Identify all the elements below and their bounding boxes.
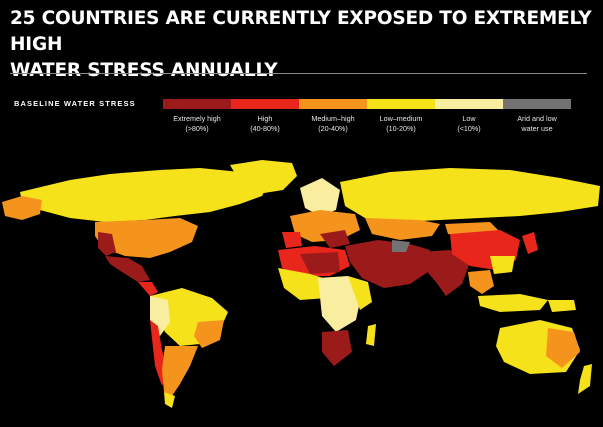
region-argentina — [162, 346, 198, 396]
region-sahara — [300, 252, 340, 274]
region-kazakhstan — [365, 218, 440, 240]
region-arid-middle — [392, 240, 410, 252]
region-southern-africa — [322, 330, 352, 366]
region-mediterranean-east — [320, 230, 350, 248]
legend-label-medium-high: Medium–high (20-40%) — [311, 114, 355, 133]
legend-label-extremely-high: Extremely high (>80%) — [173, 114, 221, 133]
region-chile-south — [164, 392, 175, 408]
region-china-south — [490, 256, 515, 274]
region-west-africa — [278, 268, 330, 300]
legend: Extremely high (>80%) High (40-80%) Medium… — [163, 99, 571, 133]
region-australia-east — [546, 328, 580, 368]
legend-label-low: Low (<10%) — [457, 114, 481, 133]
region-madagascar — [366, 324, 376, 346]
swatch-low-medium — [367, 99, 435, 109]
region-scandinavia — [300, 178, 340, 216]
region-pakistan-india — [420, 250, 470, 296]
region-indonesia — [478, 294, 548, 312]
title-line-2: WATER STRESS ANNUALLY — [10, 60, 278, 81]
swatch-high — [231, 99, 299, 109]
region-greenland — [230, 160, 297, 194]
region-new-zealand — [578, 364, 592, 394]
region-mexico — [105, 256, 150, 282]
swatch-low — [435, 99, 503, 109]
region-spain — [282, 232, 302, 248]
region-central-africa — [318, 276, 362, 332]
world-water-stress-map — [2, 160, 600, 408]
region-east-africa — [348, 276, 372, 310]
page-title: 25 COUNTRIES ARE CURRENTLY EXPOSED TO EX… — [10, 6, 595, 84]
region-middle-east — [345, 240, 430, 288]
title-line-1: 25 COUNTRIES ARE CURRENTLY EXPOSED TO EX… — [10, 8, 592, 55]
region-korea-japan — [522, 232, 538, 254]
legend-labels: Extremely high (>80%) High (40-80%) Medium… — [163, 114, 571, 133]
swatch-arid — [503, 99, 571, 109]
legend-label-arid: Arid and low water use — [517, 114, 557, 133]
region-central-america — [138, 282, 158, 296]
swatch-extremely-high — [163, 99, 231, 109]
region-png — [548, 300, 576, 312]
region-russia — [340, 168, 600, 222]
legend-heading: BASELINE WATER STRESS — [14, 99, 136, 108]
legend-label-low-medium: Low–medium (10-20%) — [379, 114, 423, 133]
legend-label-high: High (40-80%) — [250, 114, 280, 133]
divider — [10, 73, 587, 74]
region-usa-west — [98, 232, 116, 256]
region-usa — [95, 218, 198, 258]
region-canada — [20, 168, 270, 222]
region-brazil — [194, 320, 224, 348]
region-alaska — [2, 196, 42, 220]
region-southeast-asia — [468, 270, 494, 294]
swatch-medium-high — [299, 99, 367, 109]
legend-swatches — [163, 99, 571, 109]
